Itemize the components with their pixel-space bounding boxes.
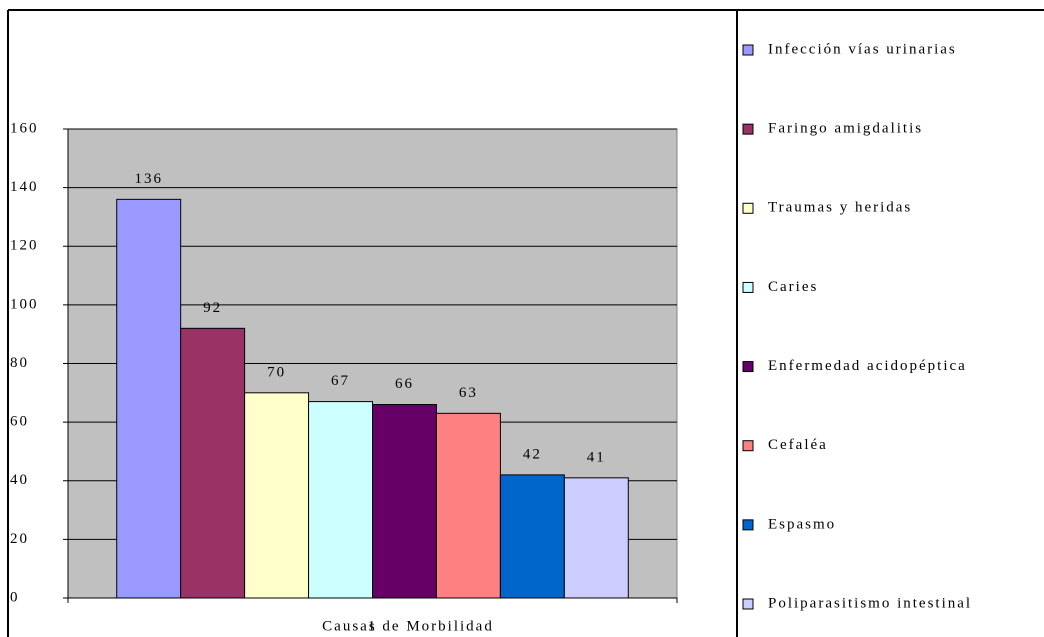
bar — [180, 327, 246, 599]
y-tick-label: 80 — [10, 355, 29, 371]
data-label: 136 — [134, 171, 163, 187]
bar — [435, 412, 501, 599]
legend-swatch — [742, 202, 754, 214]
legend-label: Faringo amigdalitis — [768, 121, 923, 137]
y-tick-label: 160 — [10, 120, 39, 136]
legend-swatch — [742, 123, 754, 135]
y-tick-label: 40 — [10, 472, 29, 488]
legend-label: Espasmo — [768, 516, 836, 532]
y-tick-label: 60 — [10, 414, 29, 430]
data-label: 70 — [267, 364, 286, 380]
legend-label: Caries — [768, 279, 818, 295]
x-tick-label: 1 — [368, 618, 378, 634]
y-tick-label: 20 — [10, 531, 29, 547]
y-tick-label: 140 — [10, 179, 39, 195]
legend-swatch — [742, 598, 754, 610]
bar — [499, 474, 565, 599]
legend-swatch — [742, 281, 754, 293]
bar — [116, 198, 182, 599]
y-tick-label: 0 — [10, 589, 20, 605]
data-label: 66 — [395, 376, 414, 392]
bar — [372, 404, 437, 599]
data-label: 41 — [587, 449, 606, 465]
data-label: 42 — [523, 446, 542, 462]
legend-label: Cefaléa — [768, 437, 828, 453]
legend-swatch — [742, 519, 754, 531]
legend-swatch — [742, 44, 754, 56]
y-tick-label: 100 — [10, 296, 39, 312]
legend-label: Enfermedad acidopéptica — [768, 358, 967, 374]
legend-label: Infección vías urinarias — [768, 41, 957, 57]
data-label: 63 — [459, 385, 478, 401]
bar — [244, 392, 310, 599]
legend-swatch — [742, 440, 754, 452]
legend-label: Poliparasitismo intestinal — [768, 595, 972, 611]
y-tick-label: 120 — [10, 238, 39, 254]
bar — [308, 401, 373, 599]
bar — [563, 477, 629, 599]
x-axis-title: Causas de Morbilidad — [322, 618, 494, 634]
data-label: 67 — [331, 373, 350, 389]
legend-swatch — [742, 361, 754, 373]
legend-label: Traumas y heridas — [768, 200, 912, 216]
data-label: 92 — [203, 300, 222, 316]
